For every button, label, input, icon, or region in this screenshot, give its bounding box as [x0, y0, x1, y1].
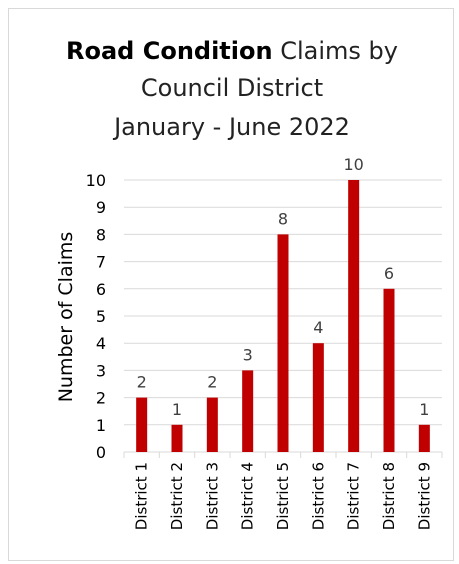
bar [277, 234, 289, 452]
y-tick-label: 6 [96, 280, 106, 299]
bar [312, 343, 324, 452]
y-tick-label: 8 [96, 225, 106, 244]
x-axis-ticks: District 1 District 2 District 3 District 4… [133, 462, 434, 530]
bar [348, 180, 360, 452]
bar [418, 424, 430, 452]
y-tick-label: 9 [96, 198, 106, 217]
x-tick-label: District 7 [345, 462, 363, 530]
x-tick-label: District 5 [274, 462, 292, 530]
bar-chart: Road Condition Claims by Council Distric… [55, 37, 443, 530]
y-tick-label: 5 [96, 307, 106, 326]
chart-title-line2: Council District [141, 74, 323, 102]
bar [242, 370, 254, 452]
bar [383, 288, 395, 452]
x-tick-label: District 3 [203, 462, 221, 530]
data-label: 2 [137, 373, 147, 392]
y-tick-label: 1 [96, 416, 106, 435]
chart-title-rest: Claims by [273, 37, 398, 65]
chart-title-bold: Road Condition [66, 37, 273, 65]
bar [206, 397, 218, 452]
x-tick-label: District 8 [380, 462, 398, 530]
data-labels: 2 1 2 3 8 4 10 6 1 [137, 155, 430, 419]
data-label: 6 [384, 264, 394, 283]
chart-title-line1: Road Condition Claims by [66, 37, 398, 65]
chart-title-line3: January - June 2022 [112, 113, 350, 141]
y-tick-label: 3 [96, 361, 106, 380]
data-label: 8 [278, 209, 288, 228]
x-tick-label: District 6 [309, 462, 327, 530]
x-tick-label: District 1 [133, 462, 151, 530]
bar [136, 397, 148, 452]
chart-frame: Road Condition Claims by Council Distric… [8, 8, 454, 561]
bar [171, 424, 183, 452]
y-axis-ticks: 0 1 2 3 4 5 6 7 8 9 10 [86, 171, 106, 462]
y-tick-label: 10 [86, 171, 106, 190]
data-label: 1 [172, 400, 182, 419]
y-tick-label: 0 [96, 443, 106, 462]
data-label: 2 [207, 373, 217, 392]
y-tick-label: 4 [96, 334, 106, 353]
data-label: 4 [313, 318, 323, 337]
y-axis-title: Number of Claims [55, 232, 77, 403]
data-label: 10 [343, 155, 363, 174]
bars [136, 180, 430, 452]
x-tick-label: District 4 [239, 462, 257, 530]
data-label: 1 [419, 400, 429, 419]
x-tick-label: District 9 [415, 462, 433, 530]
x-tick-label: District 2 [168, 462, 186, 530]
y-tick-label: 2 [96, 389, 106, 408]
data-label: 3 [243, 345, 253, 364]
y-tick-label: 7 [96, 253, 106, 272]
